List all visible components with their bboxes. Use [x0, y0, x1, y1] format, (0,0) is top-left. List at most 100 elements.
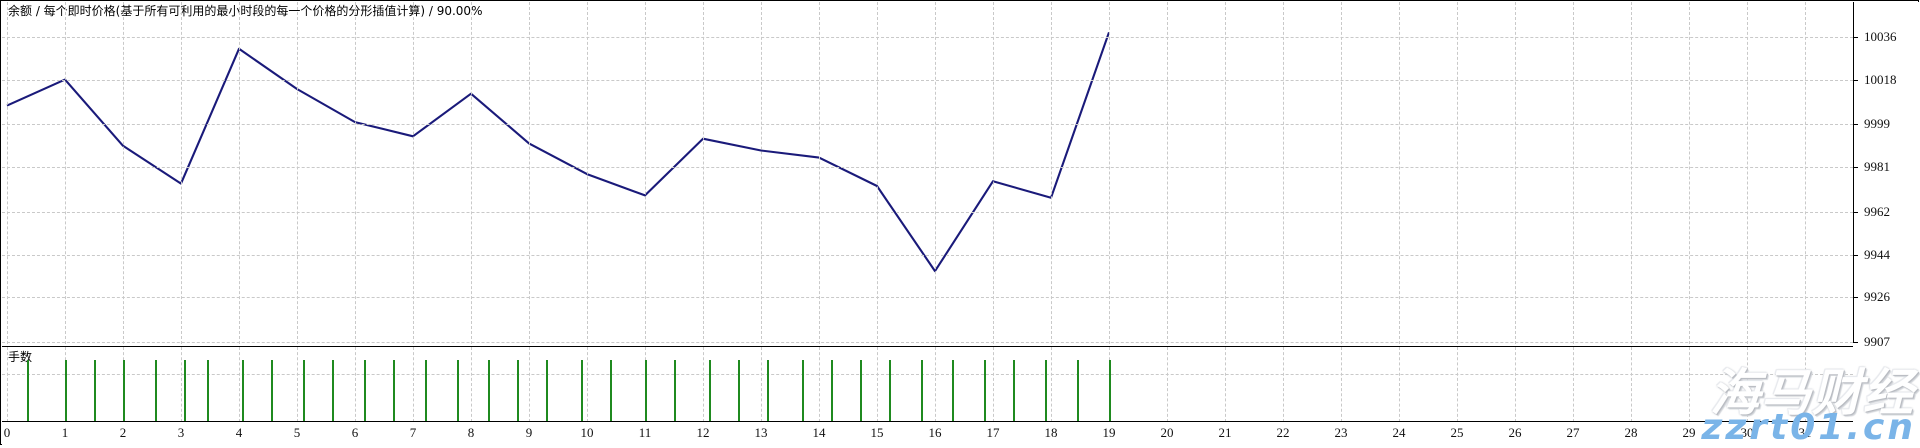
lots-bar	[331, 360, 334, 421]
x-axis-tick-label: 24	[1392, 425, 1406, 440]
grid-line-vertical	[1573, 2, 1574, 344]
lots-bar	[984, 360, 987, 421]
y-axis-tick-label: 10018	[1864, 71, 1897, 87]
x-axis-tick-label: 28	[1624, 425, 1638, 440]
grid-line-vertical	[703, 347, 704, 421]
grid-line-vertical	[993, 347, 994, 421]
x-axis-tick-label: 30	[1740, 425, 1754, 440]
x-axis-tick-label: 29	[1682, 425, 1696, 440]
lots-bar	[801, 360, 804, 421]
grid-line-vertical	[1109, 2, 1110, 344]
grid-line-vertical	[1341, 347, 1342, 421]
grid-line-horizontal	[2, 79, 1853, 81]
grid-line-vertical	[1341, 2, 1342, 344]
x-axis-tick-label: 19	[1102, 425, 1116, 440]
grid-line-vertical	[413, 2, 414, 344]
grid-line-vertical	[297, 347, 298, 421]
grid-line-vertical	[471, 347, 472, 421]
x-axis-tick-label: 23	[1334, 425, 1348, 440]
lots-bar	[392, 360, 395, 421]
grid-line-vertical	[1689, 2, 1690, 344]
y-axis-tick-mark	[1853, 167, 1858, 169]
y-axis-tick-label: 9999	[1864, 116, 1890, 132]
grid-line-vertical	[413, 347, 414, 421]
lots-bar	[241, 360, 244, 421]
x-axis-tick-label: 27	[1566, 425, 1580, 440]
y-axis-tick-label: 9926	[1864, 289, 1890, 305]
grid-line-vertical	[1457, 347, 1458, 421]
y-axis-tick-mark	[1853, 124, 1858, 126]
x-axis-tick-label: 17	[986, 425, 1000, 440]
lots-bar	[766, 360, 769, 421]
grid-line-vertical	[1225, 2, 1226, 344]
grid-line-vertical	[587, 347, 588, 421]
x-axis-tick-label: 20	[1160, 425, 1174, 440]
lots-bar	[456, 360, 459, 421]
y-axis-tick-mark	[1853, 79, 1858, 81]
grid-line-vertical	[1051, 347, 1052, 421]
grid-line-vertical	[181, 2, 182, 344]
grid-line-vertical	[1805, 347, 1806, 421]
grid-line-vertical	[587, 2, 588, 344]
y-axis-tick-label: 9907	[1864, 334, 1890, 349]
x-axis-tick-label: 10	[580, 425, 594, 440]
lots-chart-pane[interactable]: 手数	[2, 346, 1853, 421]
x-axis-tick-label: 15	[870, 425, 884, 440]
equity-chart-title: 余额 / 每个即时价格(基于所有可利用的最小时段的每一个价格的分形插值计算) /…	[6, 4, 485, 18]
x-axis-tick-label: 26	[1508, 425, 1522, 440]
grid-line-vertical	[355, 347, 356, 421]
grid-line-vertical	[1805, 2, 1806, 344]
grid-line-vertical	[935, 347, 936, 421]
y-axis-tick-mark	[1853, 342, 1858, 343]
equity-curve	[6, 31, 1110, 273]
grid-line-vertical	[1515, 347, 1516, 421]
lots-bar	[674, 360, 676, 421]
lots-bar	[65, 360, 67, 421]
y-axis-tick-mark	[1853, 297, 1858, 299]
x-axis-tick-label: 6	[351, 425, 359, 440]
grid-line-vertical	[1515, 2, 1516, 344]
lots-bar	[270, 360, 273, 421]
x-axis-tick-label: 2	[119, 425, 127, 440]
grid-line-vertical	[1631, 2, 1632, 344]
y-axis: 10036 10018 9999 9981 9962 9944 9926 9907	[1853, 2, 1919, 445]
x-axis-tick-label: 25	[1450, 425, 1464, 440]
grid-line-vertical	[819, 347, 820, 421]
lots-bar	[645, 360, 647, 421]
grid-line-vertical	[123, 2, 124, 344]
lots-bar	[610, 360, 613, 421]
grid-line-vertical	[703, 2, 704, 344]
lots-bar	[581, 360, 584, 421]
lots-bar	[1109, 360, 1111, 421]
x-axis-tick-label: 16	[928, 425, 942, 440]
grid-line-vertical	[1283, 347, 1284, 421]
lots-bar	[546, 360, 549, 421]
y-axis-tick-label: 9962	[1864, 203, 1890, 219]
x-axis-tick-label: 14	[812, 425, 826, 440]
grid-line-vertical	[7, 347, 8, 421]
lots-bar	[488, 360, 491, 421]
lots-bar	[920, 360, 923, 421]
grid-line-horizontal	[2, 254, 1853, 256]
grid-line-vertical	[7, 2, 8, 344]
lots-bar	[363, 360, 366, 421]
lots-bar	[888, 360, 891, 421]
grid-line-vertical	[65, 2, 66, 344]
grid-line-vertical	[355, 2, 356, 344]
grid-line-vertical	[645, 2, 646, 344]
grid-line-horizontal	[2, 297, 1853, 299]
lots-bar	[830, 360, 833, 421]
lots-bar	[1077, 360, 1080, 421]
equity-chart-pane[interactable]: 余额 / 每个即时价格(基于所有可利用的最小时段的每一个价格的分形插值计算) /…	[2, 2, 1853, 344]
grid-line-vertical	[1631, 347, 1632, 421]
y-axis-tick-label: 10036	[1864, 29, 1897, 44]
lots-bar	[424, 360, 427, 421]
lots-bar	[1045, 360, 1048, 421]
lots-bar	[859, 360, 862, 421]
lots-bar	[123, 360, 125, 421]
grid-line-horizontal	[2, 374, 1853, 375]
lots-chart-title: 手数	[6, 350, 35, 364]
y-axis-tick-mark	[1853, 37, 1858, 38]
lots-bar	[183, 360, 186, 421]
